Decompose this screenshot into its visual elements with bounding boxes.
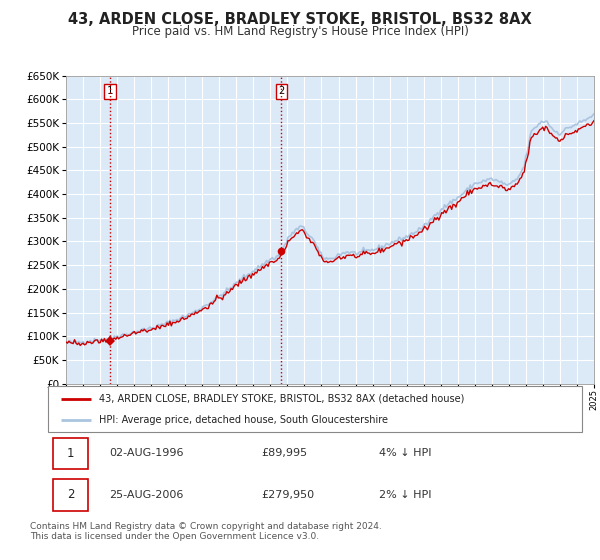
FancyBboxPatch shape	[53, 437, 88, 469]
Text: 43, ARDEN CLOSE, BRADLEY STOKE, BRISTOL, BS32 8AX: 43, ARDEN CLOSE, BRADLEY STOKE, BRISTOL,…	[68, 12, 532, 27]
Text: Price paid vs. HM Land Registry's House Price Index (HPI): Price paid vs. HM Land Registry's House …	[131, 25, 469, 38]
Text: 43, ARDEN CLOSE, BRADLEY STOKE, BRISTOL, BS32 8AX (detached house): 43, ARDEN CLOSE, BRADLEY STOKE, BRISTOL,…	[99, 394, 464, 404]
Text: £279,950: £279,950	[262, 490, 315, 500]
Text: 25-AUG-2006: 25-AUG-2006	[109, 490, 184, 500]
Text: 1: 1	[67, 447, 74, 460]
Text: £89,995: £89,995	[262, 449, 308, 458]
FancyBboxPatch shape	[53, 479, 88, 511]
Text: 1: 1	[107, 86, 113, 96]
Text: 2% ↓ HPI: 2% ↓ HPI	[379, 490, 431, 500]
Text: 2: 2	[278, 86, 284, 96]
Text: 02-AUG-1996: 02-AUG-1996	[109, 449, 184, 458]
Text: Contains HM Land Registry data © Crown copyright and database right 2024.
This d: Contains HM Land Registry data © Crown c…	[30, 522, 382, 542]
Text: 2: 2	[67, 488, 74, 501]
FancyBboxPatch shape	[48, 386, 582, 432]
Text: 4% ↓ HPI: 4% ↓ HPI	[379, 449, 431, 458]
Text: HPI: Average price, detached house, South Gloucestershire: HPI: Average price, detached house, Sout…	[99, 415, 388, 425]
